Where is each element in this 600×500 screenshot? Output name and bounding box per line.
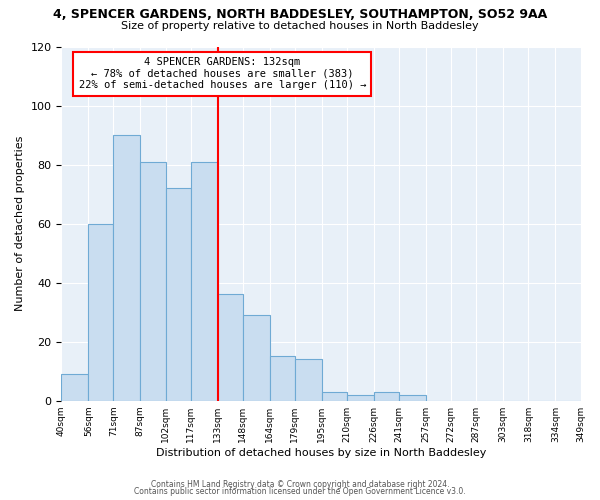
Bar	[270, 356, 295, 401]
Bar	[166, 188, 191, 400]
Text: 4 SPENCER GARDENS: 132sqm
← 78% of detached houses are smaller (383)
22% of semi: 4 SPENCER GARDENS: 132sqm ← 78% of detac…	[79, 57, 366, 90]
Y-axis label: Number of detached properties: Number of detached properties	[15, 136, 25, 312]
Bar	[218, 294, 243, 401]
Text: 4, SPENCER GARDENS, NORTH BADDESLEY, SOUTHAMPTON, SO52 9AA: 4, SPENCER GARDENS, NORTH BADDESLEY, SOU…	[53, 8, 547, 20]
Bar	[61, 374, 88, 400]
Bar	[295, 360, 322, 401]
Bar	[88, 224, 113, 400]
Bar	[113, 135, 140, 400]
Bar	[374, 392, 399, 400]
Bar	[191, 162, 218, 400]
Bar	[399, 395, 426, 400]
Text: Size of property relative to detached houses in North Baddesley: Size of property relative to detached ho…	[121, 21, 479, 31]
Text: Contains public sector information licensed under the Open Government Licence v3: Contains public sector information licen…	[134, 488, 466, 496]
Bar	[243, 315, 270, 400]
Bar	[322, 392, 347, 400]
Text: Contains HM Land Registry data © Crown copyright and database right 2024.: Contains HM Land Registry data © Crown c…	[151, 480, 449, 489]
X-axis label: Distribution of detached houses by size in North Baddesley: Distribution of detached houses by size …	[156, 448, 486, 458]
Bar	[347, 395, 374, 400]
Bar	[140, 162, 166, 400]
